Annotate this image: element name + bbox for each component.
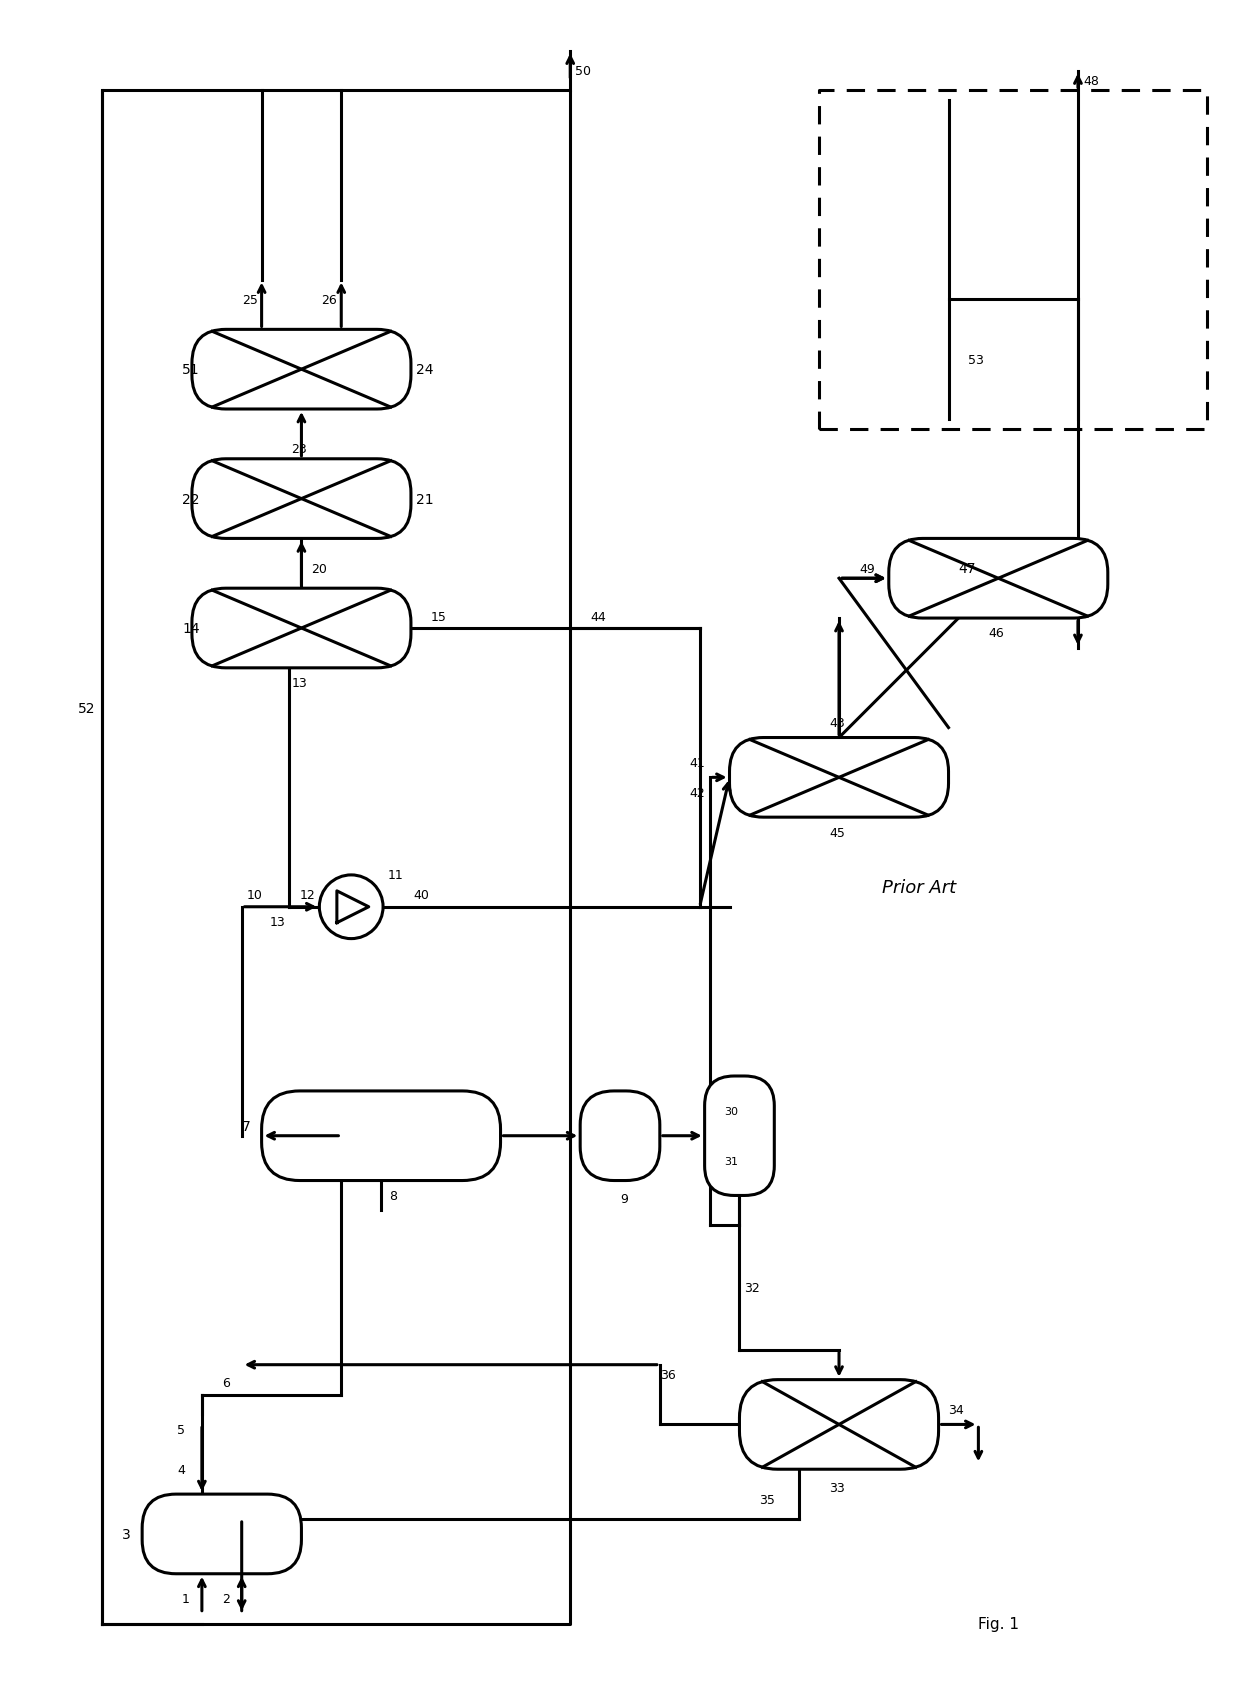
Text: 9: 9 [620, 1191, 627, 1205]
Text: 52: 52 [77, 702, 95, 715]
Circle shape [320, 876, 383, 939]
Text: 3: 3 [123, 1528, 131, 1541]
FancyBboxPatch shape [889, 539, 1107, 618]
Text: 41: 41 [689, 756, 706, 770]
Text: 13: 13 [291, 678, 308, 690]
FancyBboxPatch shape [192, 459, 410, 539]
Text: 1: 1 [182, 1593, 190, 1605]
Text: 2: 2 [222, 1593, 229, 1605]
Text: 24: 24 [415, 364, 434, 377]
Text: 33: 33 [830, 1480, 844, 1494]
FancyBboxPatch shape [143, 1494, 301, 1574]
Text: 15: 15 [430, 609, 446, 623]
Text: 36: 36 [660, 1369, 676, 1381]
Text: 26: 26 [321, 294, 337, 307]
FancyBboxPatch shape [192, 329, 410, 410]
Text: 10: 10 [247, 889, 263, 901]
Text: 21: 21 [415, 492, 434, 507]
Text: 13: 13 [269, 915, 285, 929]
Text: 4: 4 [177, 1463, 185, 1477]
FancyBboxPatch shape [262, 1091, 501, 1181]
Text: 50: 50 [575, 65, 591, 79]
Text: 31: 31 [724, 1156, 739, 1166]
FancyBboxPatch shape [739, 1379, 939, 1470]
Text: 51: 51 [182, 364, 200, 377]
Text: 5: 5 [177, 1424, 185, 1436]
Text: 8: 8 [389, 1190, 397, 1202]
Text: 32: 32 [744, 1282, 760, 1294]
Text: 35: 35 [759, 1492, 775, 1506]
FancyBboxPatch shape [580, 1091, 660, 1181]
Text: 12: 12 [299, 889, 315, 901]
Text: 42: 42 [689, 787, 706, 799]
Text: 30: 30 [724, 1106, 739, 1116]
FancyBboxPatch shape [704, 1077, 774, 1197]
Text: 47: 47 [959, 562, 976, 575]
Text: 49: 49 [859, 562, 874, 575]
FancyBboxPatch shape [192, 589, 410, 669]
Text: 22: 22 [182, 492, 200, 507]
Text: 44: 44 [590, 609, 606, 623]
Text: 6: 6 [222, 1376, 229, 1389]
Text: 14: 14 [182, 621, 200, 635]
Text: 25: 25 [242, 294, 258, 307]
Text: 20: 20 [311, 562, 327, 575]
Text: 23: 23 [291, 444, 308, 456]
Text: 53: 53 [968, 353, 985, 367]
Text: 46: 46 [988, 626, 1004, 640]
Text: Fig. 1: Fig. 1 [978, 1617, 1019, 1632]
Text: 11: 11 [388, 869, 404, 883]
Text: 48: 48 [1083, 75, 1099, 89]
Text: 40: 40 [413, 889, 429, 901]
Text: 43: 43 [830, 717, 844, 729]
Text: 34: 34 [949, 1403, 965, 1417]
Text: Prior Art: Prior Art [882, 879, 956, 896]
Text: 45: 45 [830, 826, 844, 840]
Text: 7: 7 [242, 1120, 250, 1133]
FancyBboxPatch shape [729, 737, 949, 818]
